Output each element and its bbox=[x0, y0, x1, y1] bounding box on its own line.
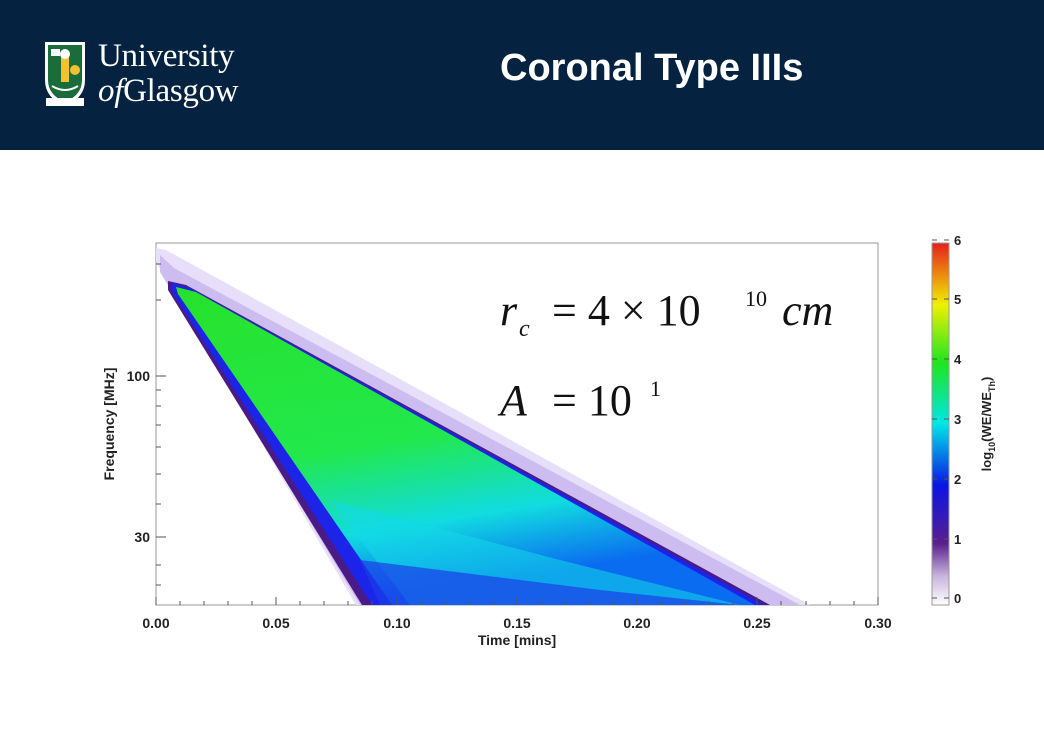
x-tick-label: 0.10 bbox=[383, 615, 410, 631]
colorbar-tick-label: 4 bbox=[954, 352, 962, 367]
logo-wordmark: University ofGlasgow bbox=[98, 38, 239, 109]
rc-equation: = 4 × 10 bbox=[552, 286, 701, 335]
x-tick-label: 0.15 bbox=[503, 615, 530, 631]
colorbar-tick-label: 2 bbox=[954, 472, 961, 487]
logo-line1: University bbox=[98, 38, 235, 74]
y-tick-labels: 100 30 bbox=[127, 368, 151, 545]
burst-core bbox=[176, 287, 755, 605]
rc-subscript: c bbox=[519, 316, 530, 342]
burst-bottom-blue bbox=[360, 560, 740, 605]
y-tick-label: 30 bbox=[134, 529, 150, 545]
a-exponent: 1 bbox=[650, 376, 661, 401]
x-tick-labels: 0.00 0.05 0.10 0.15 0.20 0.25 0.30 bbox=[142, 615, 891, 631]
colorbar-tick-label: 5 bbox=[954, 292, 961, 307]
colorbar-tick-label: 0 bbox=[954, 591, 961, 606]
x-axis bbox=[155, 597, 879, 605]
x-tick-label: 0.00 bbox=[142, 615, 169, 631]
colorbar-tick-label: 1 bbox=[954, 532, 961, 547]
burst-emission bbox=[156, 248, 810, 605]
parameter-annotation: r c = 4 × 10 10 cm A = 10 1 bbox=[497, 286, 833, 425]
university-logo[interactable]: University ofGlasgow bbox=[42, 40, 272, 110]
y-tick-label: 100 bbox=[127, 368, 151, 384]
x-tick-label: 0.20 bbox=[623, 615, 650, 631]
logo-line2: Glasgow bbox=[123, 73, 239, 109]
y-axis-label: Frequency [MHz] bbox=[101, 368, 117, 481]
x-axis-label: Time [mins] bbox=[478, 632, 556, 648]
colorbar-tick-label: 3 bbox=[954, 412, 961, 427]
colorbar-tick-labels: 0 1 2 3 4 5 6 bbox=[954, 233, 962, 606]
x-tick-label: 0.05 bbox=[262, 615, 289, 631]
x-tick-label: 0.25 bbox=[743, 615, 770, 631]
colorbar bbox=[931, 242, 950, 606]
header-bar: University ofGlasgow Coronal Type IIIs bbox=[0, 0, 1044, 150]
a-variable: A bbox=[497, 376, 528, 425]
rc-unit: cm bbox=[782, 286, 833, 335]
logo-of: of bbox=[98, 73, 124, 109]
y-axis bbox=[156, 263, 166, 586]
colorbar-ticks bbox=[932, 239, 949, 599]
crest-icon bbox=[45, 42, 85, 106]
rc-variable: r bbox=[500, 286, 518, 335]
colorbar-tick-label: 6 bbox=[954, 233, 961, 248]
rc-exponent: 10 bbox=[745, 286, 767, 311]
a-equation: = 10 bbox=[552, 376, 632, 425]
x-tick-label: 0.30 bbox=[864, 615, 891, 631]
colorbar-label: log10(WE/WETh) bbox=[979, 377, 997, 472]
slide-title: Coronal Type IIIs bbox=[500, 47, 804, 89]
